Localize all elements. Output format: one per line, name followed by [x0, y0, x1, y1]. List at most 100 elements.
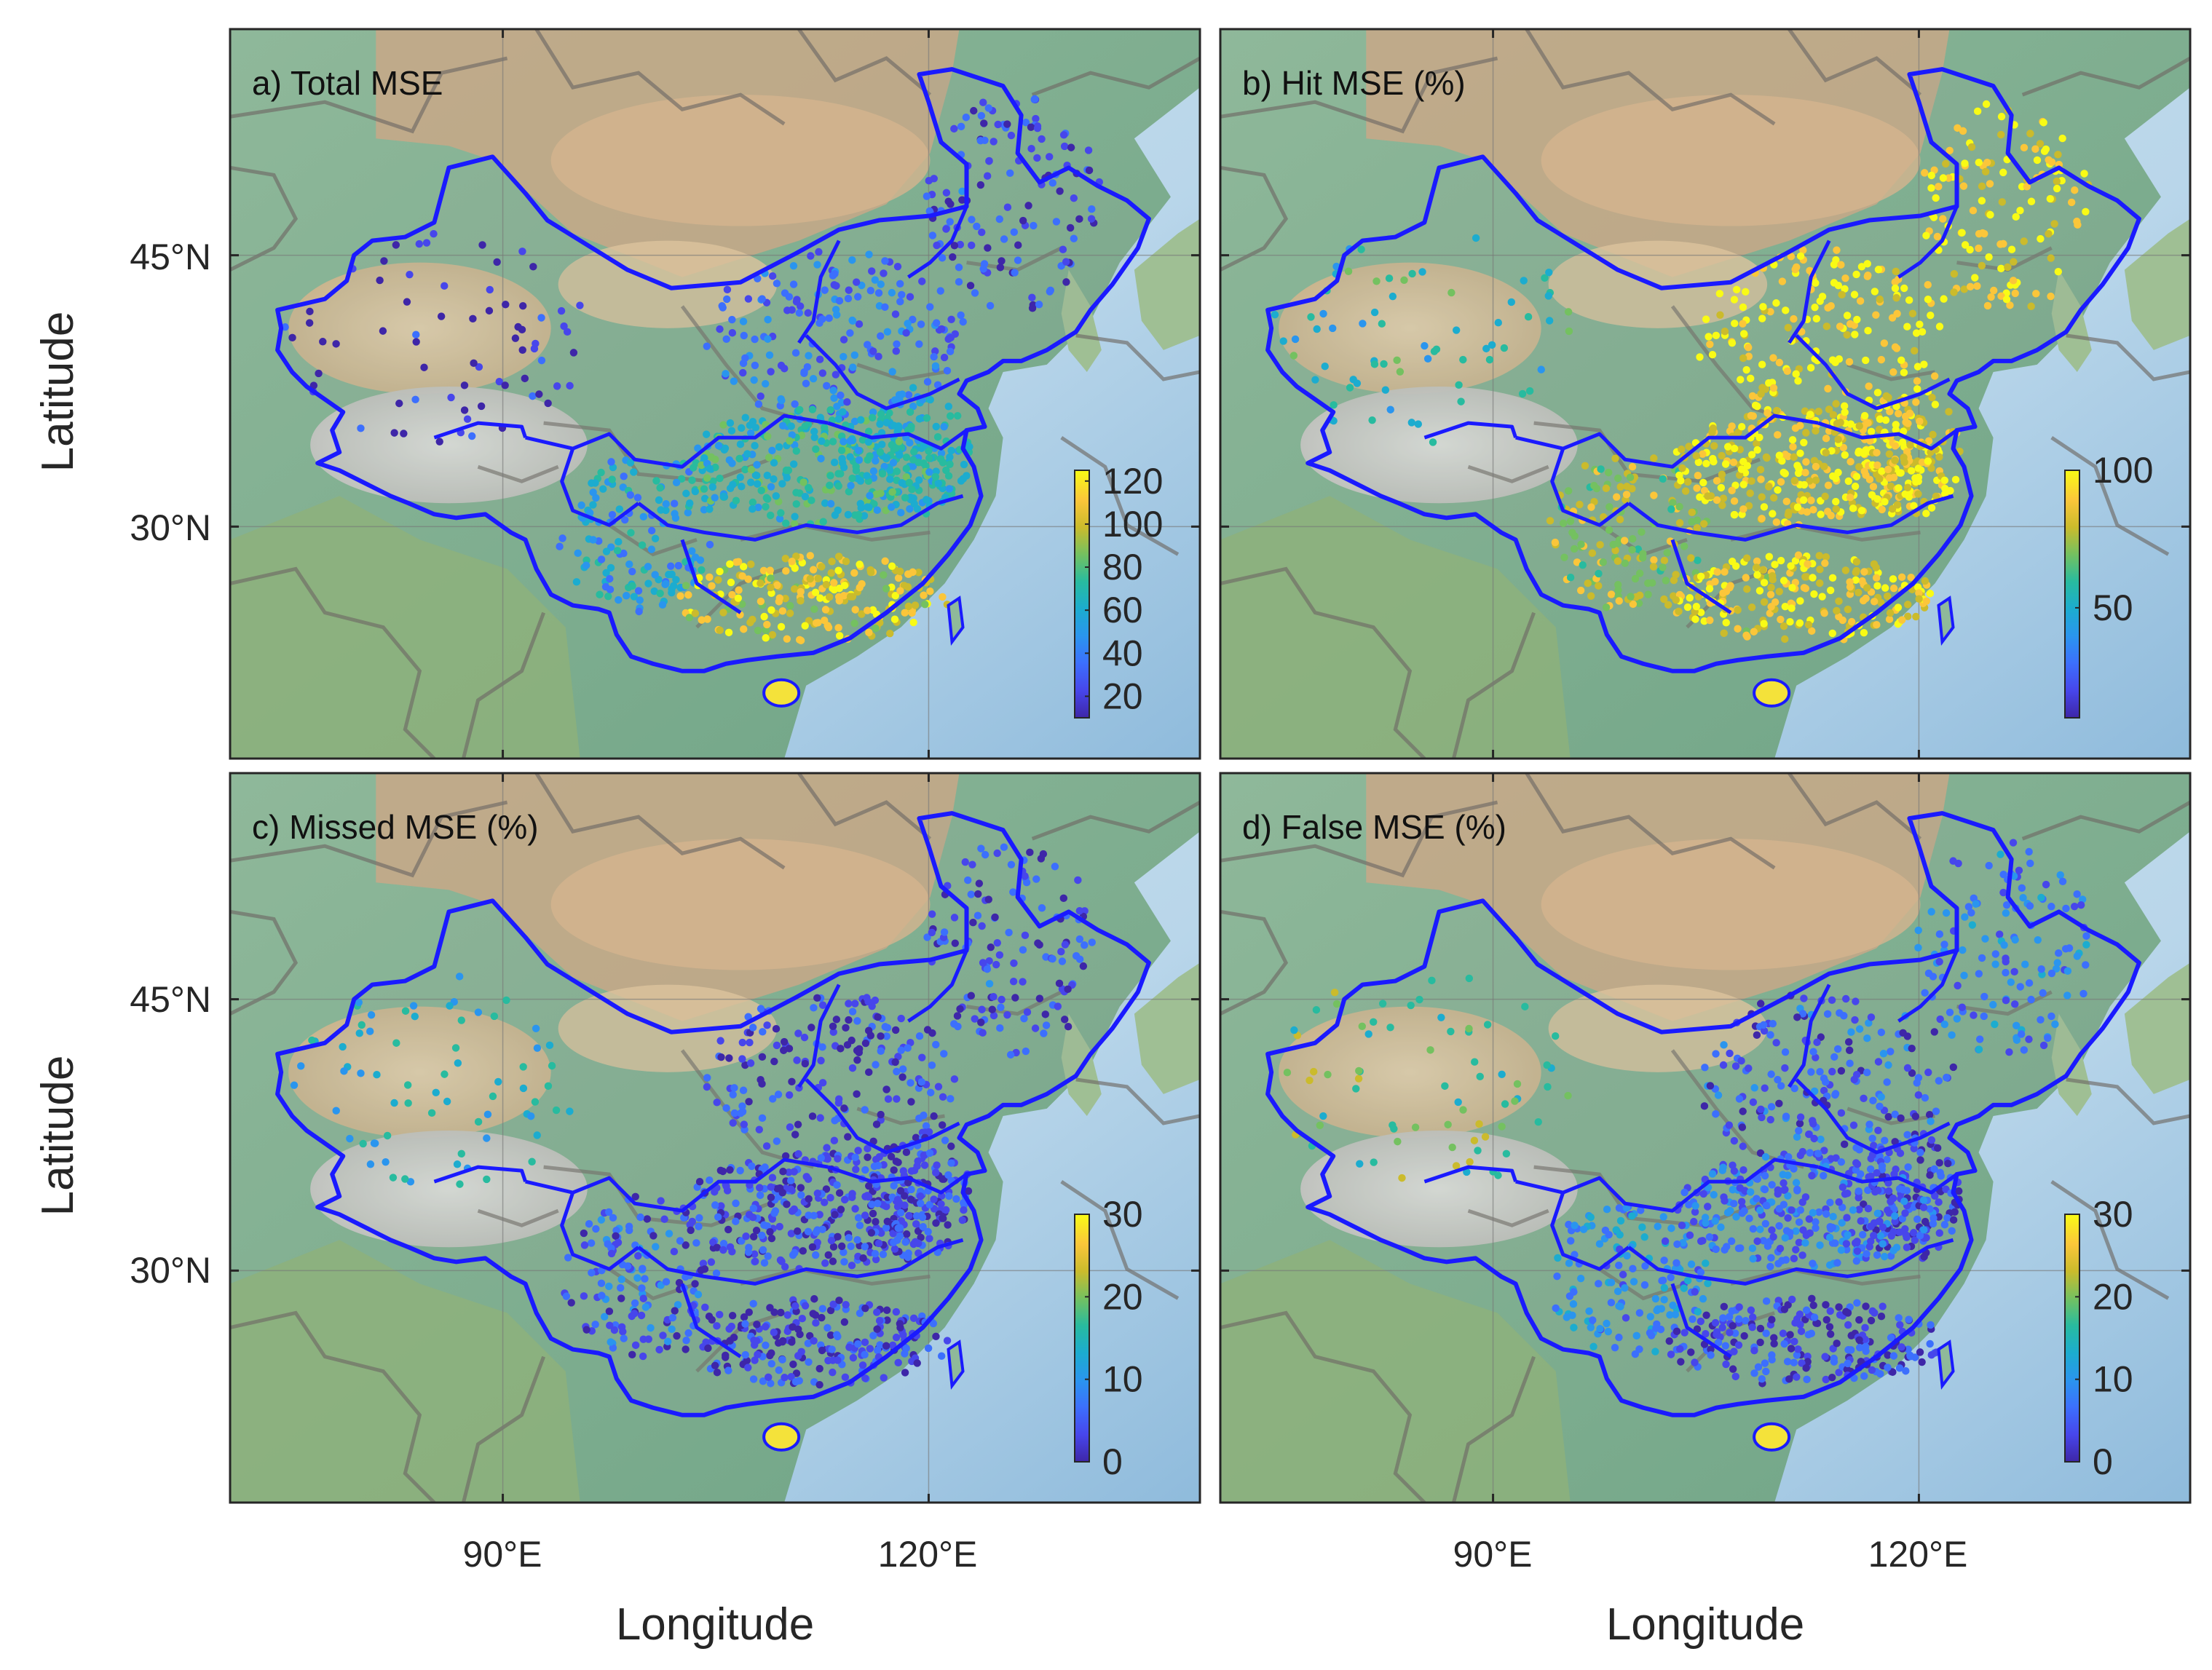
station-point: [1822, 448, 1830, 457]
station-point: [1553, 1272, 1561, 1281]
station-point: [1997, 130, 2005, 139]
station-point: [1576, 500, 1584, 509]
station-point: [1414, 420, 1423, 428]
station-point: [1919, 1203, 1928, 1211]
station-point: [1841, 408, 1849, 416]
station-point: [881, 1023, 889, 1031]
station-point: [770, 459, 778, 467]
station-point: [1973, 107, 1982, 116]
station-point: [371, 1139, 379, 1147]
station-point: [861, 1350, 869, 1359]
station-point: [1929, 973, 1938, 981]
station-point: [882, 1224, 890, 1232]
station-point: [1787, 253, 1796, 261]
station-point: [890, 1182, 898, 1190]
station-point: [1972, 900, 1980, 908]
station-point: [1846, 1059, 1854, 1067]
station-point: [915, 459, 923, 467]
station-point: [880, 571, 888, 579]
station-point: [2033, 156, 2042, 165]
station-point: [1991, 1020, 1999, 1029]
station-point: [1807, 496, 1815, 504]
station-point: [1832, 256, 1840, 264]
station-point: [856, 499, 865, 508]
station-point: [1087, 215, 1096, 223]
station-point: [830, 394, 838, 403]
station-point: [840, 1195, 849, 1204]
station-point: [1891, 442, 1900, 450]
station-point: [706, 573, 714, 582]
station-point: [1581, 462, 1589, 470]
station-point: [808, 405, 817, 413]
station-point: [2050, 220, 2058, 228]
station-point: [1472, 234, 1480, 242]
station-point: [809, 566, 818, 574]
station-point: [1788, 604, 1796, 612]
station-point: [739, 368, 747, 377]
station-point: [1836, 419, 1844, 427]
station-point: [1011, 994, 1019, 1002]
station-point: [943, 367, 952, 375]
station-point: [1940, 1221, 1949, 1229]
station-point: [1833, 1339, 1841, 1348]
station-point: [894, 1224, 902, 1232]
station-point: [486, 285, 494, 294]
station-point: [1739, 1166, 1747, 1174]
station-point: [788, 1077, 796, 1086]
station-point: [1459, 1106, 1467, 1114]
station-point: [1393, 356, 1401, 365]
station-point: [787, 1373, 795, 1381]
station-point: [2039, 989, 2047, 997]
station-point: [741, 354, 749, 363]
station-point: [956, 240, 965, 249]
station-point: [1735, 1095, 1744, 1103]
station-point: [1877, 1312, 1886, 1321]
station-point: [844, 294, 853, 303]
station-point: [953, 1012, 962, 1020]
station-point: [1064, 1022, 1073, 1031]
station-point: [744, 295, 753, 303]
station-point: [1615, 1204, 1624, 1212]
station-point: [896, 1320, 904, 1328]
station-point: [609, 1214, 617, 1222]
station-point: [1958, 229, 1966, 237]
station-point: [1806, 364, 1815, 372]
station-point: [957, 122, 965, 131]
station-point: [1865, 1120, 1873, 1128]
station-point: [633, 1274, 641, 1282]
station-point: [1768, 1226, 1776, 1234]
station-point: [1753, 446, 1761, 454]
station-point: [621, 515, 629, 524]
station-point: [1968, 921, 1977, 929]
station-point: [897, 1014, 905, 1023]
station-point: [1737, 1056, 1745, 1065]
station-point: [1946, 486, 1954, 495]
station-point: [1806, 1229, 1814, 1238]
station-point: [1921, 1093, 1929, 1102]
station-point: [591, 1321, 599, 1329]
station-point: [766, 566, 774, 574]
station-point: [865, 628, 873, 637]
station-point: [878, 470, 887, 478]
station-point: [901, 1238, 909, 1246]
station-point: [729, 1091, 737, 1099]
station-point: [1806, 411, 1814, 419]
station-point: [655, 1345, 663, 1354]
station-point: [960, 460, 968, 469]
station-point: [801, 622, 809, 630]
station-point: [1750, 1084, 1758, 1092]
station-point: [1565, 327, 1573, 336]
station-point: [866, 1032, 875, 1040]
station-point: [891, 592, 899, 600]
station-point: [768, 1215, 777, 1223]
y-axis-label-bottom: Latitude: [33, 1056, 83, 1216]
station-point: [794, 1352, 802, 1360]
station-point: [711, 1201, 719, 1209]
station-point: [706, 505, 714, 513]
station-point: [856, 416, 865, 424]
colorbar-tick-label: 120: [1102, 461, 1163, 502]
station-point: [1038, 904, 1046, 912]
station-point: [1822, 322, 1831, 331]
station-point: [800, 369, 808, 378]
station-point: [1806, 1149, 1814, 1157]
